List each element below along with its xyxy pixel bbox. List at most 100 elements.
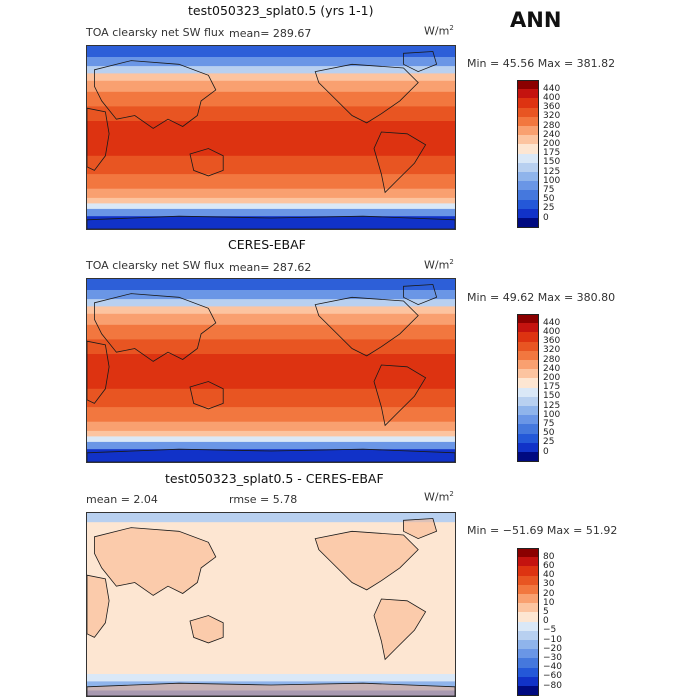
map-band bbox=[87, 449, 455, 462]
colorbar-swatch bbox=[517, 190, 539, 201]
panel1-map bbox=[86, 45, 456, 230]
colorbar-swatch bbox=[517, 162, 539, 173]
colorbar-tick-label: −5 bbox=[543, 625, 557, 636]
coastline bbox=[87, 107, 110, 171]
map-band bbox=[87, 73, 455, 82]
coastline bbox=[373, 131, 427, 194]
colorbar-tick-label: −20 bbox=[543, 643, 562, 654]
coastline bbox=[314, 296, 419, 357]
colorbar-tick-label: 10 bbox=[543, 597, 555, 608]
map-band bbox=[87, 216, 455, 229]
coastline bbox=[94, 527, 217, 596]
colorbar-swatch bbox=[517, 107, 539, 118]
colorbar-tick-label: 25 bbox=[543, 437, 555, 448]
map-band bbox=[87, 91, 455, 107]
colorbar-tick-label: 5 bbox=[543, 606, 549, 617]
colorbar-tick-label: 80 bbox=[543, 551, 555, 562]
colorbar-tick-label: 150 bbox=[543, 157, 561, 168]
colorbar-tick-label: 400 bbox=[543, 326, 561, 337]
colorbar-swatch bbox=[517, 649, 539, 659]
colorbar-tick-label: 320 bbox=[543, 111, 561, 122]
map-band bbox=[87, 57, 455, 67]
map-band bbox=[87, 430, 455, 437]
panel3-units: W/m2 bbox=[424, 490, 454, 504]
colorbar-swatch bbox=[517, 612, 539, 623]
colorbar-swatch bbox=[517, 640, 539, 650]
colorbar-swatch bbox=[517, 424, 539, 435]
map-band bbox=[87, 155, 455, 175]
colorbar-tick-label: 0 bbox=[543, 446, 549, 457]
colorbar-tick-label: −10 bbox=[543, 634, 562, 645]
colorbar-tick-label: 40 bbox=[543, 570, 555, 581]
map-band bbox=[87, 339, 455, 355]
coastline bbox=[373, 364, 427, 427]
colorbar-swatch bbox=[517, 116, 539, 127]
map-band bbox=[87, 421, 455, 432]
colorbar-tick-label: 240 bbox=[543, 363, 561, 374]
colorbar-tick-label: 320 bbox=[543, 345, 561, 356]
colorbar-tick-label: 50 bbox=[543, 194, 555, 205]
map-band bbox=[87, 513, 455, 523]
colorbar-tick-label: 280 bbox=[543, 354, 561, 365]
panel1-mean-text: mean= 289.67 bbox=[229, 27, 312, 40]
panel2-title: CERES-EBAF bbox=[228, 237, 306, 252]
panel1-minmax: Min = 45.56 Max = 381.82 bbox=[467, 57, 616, 70]
coastline bbox=[403, 51, 438, 73]
map-band bbox=[87, 388, 455, 408]
map-band bbox=[87, 313, 455, 326]
colorbar-swatch bbox=[517, 686, 539, 696]
colorbar-tick-label: 280 bbox=[543, 120, 561, 131]
coastline bbox=[189, 148, 224, 177]
colorbar-tick-label: 150 bbox=[543, 391, 561, 402]
panel3-title: test050323_splat0.5 - CERES-EBAF bbox=[165, 471, 384, 486]
map-band bbox=[87, 674, 455, 682]
panel1-map-svg bbox=[87, 46, 455, 229]
coastline bbox=[403, 518, 438, 540]
colorbar-tick-label: 175 bbox=[543, 382, 561, 393]
colorbar-swatch bbox=[517, 153, 539, 164]
colorbar-swatch bbox=[517, 621, 539, 632]
colorbar-tick-label: 400 bbox=[543, 92, 561, 103]
map-band bbox=[87, 208, 455, 217]
colorbar-swatch bbox=[517, 396, 539, 407]
coastline bbox=[94, 60, 217, 129]
colorbar-swatch bbox=[517, 442, 539, 453]
map-band bbox=[87, 203, 455, 210]
colorbar-tick-label: 100 bbox=[543, 175, 561, 186]
map-band bbox=[87, 306, 455, 315]
panel3-map-svg bbox=[87, 513, 455, 696]
coastline bbox=[94, 293, 217, 362]
panel3-mean-text: mean = 2.04 bbox=[86, 493, 158, 506]
colorbar-swatch bbox=[517, 135, 539, 145]
colorbar-swatch bbox=[517, 415, 539, 425]
colorbar-swatch bbox=[517, 603, 539, 613]
panel2-map bbox=[86, 278, 456, 463]
colorbar-swatch bbox=[517, 80, 539, 90]
map-band bbox=[87, 197, 455, 204]
panel2-variable-label: TOA clearsky net SW flux bbox=[86, 259, 225, 272]
colorbar-swatch bbox=[517, 126, 539, 136]
coastline bbox=[403, 284, 438, 306]
colorbar-swatch bbox=[517, 144, 539, 155]
colorbar-tick-label: 360 bbox=[543, 102, 561, 113]
colorbar-swatch bbox=[517, 630, 539, 641]
map-band bbox=[87, 299, 455, 307]
colorbar-swatch bbox=[517, 341, 539, 352]
colorbar-tick-label: 175 bbox=[543, 148, 561, 159]
coastline bbox=[373, 598, 427, 661]
colorbar-swatch bbox=[517, 378, 539, 389]
map-band bbox=[87, 46, 455, 58]
colorbar-tick-label: 60 bbox=[543, 560, 555, 571]
colorbar-swatch bbox=[517, 433, 539, 444]
colorbar-swatch bbox=[517, 548, 539, 558]
coastline bbox=[87, 340, 110, 404]
colorbar-swatch bbox=[517, 676, 539, 687]
map-band bbox=[87, 279, 455, 291]
colorbar-tick-label: 0 bbox=[543, 616, 549, 627]
colorbar-swatch bbox=[517, 387, 539, 398]
coastline bbox=[189, 381, 224, 410]
coastline bbox=[87, 574, 110, 638]
colorbar-swatch bbox=[517, 332, 539, 343]
colorbar-swatch bbox=[517, 208, 539, 219]
panel1-variable-label: TOA clearsky net SW flux bbox=[86, 26, 225, 39]
